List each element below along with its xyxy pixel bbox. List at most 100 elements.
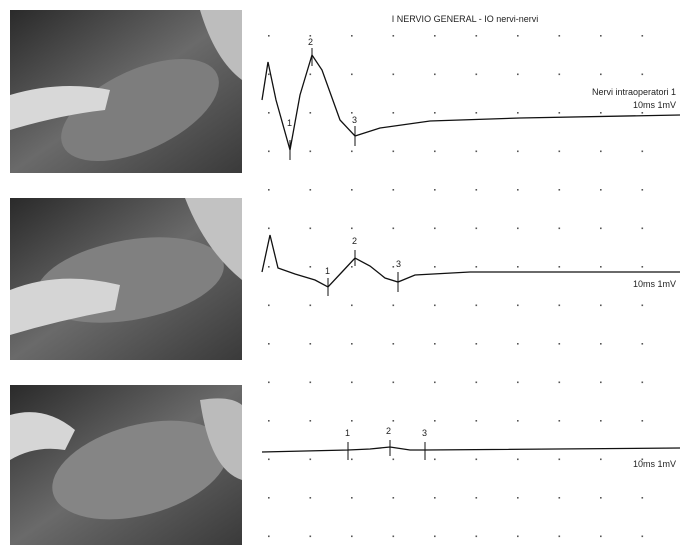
grid-dot <box>558 227 561 230</box>
grid-dot <box>517 535 519 538</box>
grid-dot <box>434 420 436 422</box>
trace-2: 1 2 3 10ms 1mV <box>261 234 680 296</box>
grid-dot <box>558 189 561 191</box>
grid-dot <box>351 381 353 384</box>
grid-dot <box>309 266 312 268</box>
grid-dot <box>600 304 602 307</box>
grid-dot <box>351 112 353 114</box>
grid-dot <box>392 227 395 230</box>
grid-dot <box>392 343 395 345</box>
grid-dot <box>517 381 519 384</box>
grid-dot <box>475 73 478 76</box>
grid-dot <box>558 420 561 422</box>
scale-label: 10ms 1mV <box>633 279 676 289</box>
grid-dot <box>268 35 270 37</box>
grid-dot <box>517 73 519 76</box>
grid-dot <box>475 458 478 461</box>
grid-dot <box>558 304 561 307</box>
grid-dot <box>558 458 561 461</box>
grid-dot <box>392 112 395 114</box>
grid-dot <box>475 343 478 345</box>
grid-dot <box>392 35 395 37</box>
grid-dot <box>309 458 312 461</box>
grid-dot <box>600 227 602 230</box>
grid-dot <box>351 189 353 191</box>
scale-label: 10ms 1mV <box>633 100 676 110</box>
marker-label: 2 <box>308 37 313 47</box>
grid-dot <box>392 266 395 268</box>
grid-dot <box>351 150 353 153</box>
grid-dot <box>517 150 519 153</box>
grid-dot <box>558 497 561 499</box>
grid-dot <box>434 150 436 153</box>
grid-dot <box>600 189 602 191</box>
grid-dot <box>475 227 478 230</box>
grid-dot <box>268 458 270 461</box>
marker-label: 3 <box>422 428 427 438</box>
grid-dot <box>641 266 644 268</box>
grid-dot <box>434 535 436 538</box>
marker-label: 1 <box>287 118 292 128</box>
photos <box>10 10 242 545</box>
grid-dot <box>641 458 644 461</box>
photo <box>10 10 242 173</box>
grid-dot <box>309 112 312 114</box>
grid-dot <box>641 497 644 499</box>
grid-dot <box>600 420 602 422</box>
grid-dot <box>434 497 436 499</box>
grid-dot <box>558 535 561 538</box>
grid-dot <box>600 266 602 268</box>
grid-dot <box>434 35 436 37</box>
trace-3: 1 2 3 10ms 1mV <box>261 426 680 469</box>
marker-label: 3 <box>352 115 357 125</box>
grid-dot <box>268 381 270 384</box>
grid-dot <box>434 381 436 384</box>
trace-label: Nervi intraoperatori 1 <box>592 87 676 97</box>
grid-dot <box>600 35 602 37</box>
marker-label: 2 <box>386 426 391 436</box>
grid-dot <box>434 227 436 230</box>
grid-dot <box>351 73 353 76</box>
grid-dot <box>434 266 436 268</box>
grid-dot <box>517 343 519 345</box>
grid-dot <box>268 227 270 230</box>
scale-label: 10ms 1mV <box>633 459 676 469</box>
grid-dot <box>351 227 353 230</box>
grid-dot <box>517 112 519 114</box>
grid-dot <box>600 535 602 538</box>
marker-label: 1 <box>325 266 330 276</box>
grid-dot <box>558 35 561 37</box>
grid-dot <box>392 189 395 191</box>
grid-dot <box>475 304 478 307</box>
marker-label: 3 <box>396 259 401 269</box>
photo <box>10 198 242 360</box>
grid-dot <box>641 420 644 422</box>
grid-dot <box>434 189 436 191</box>
grid-dot <box>600 381 602 384</box>
grid-dot <box>309 343 312 345</box>
grid-dot <box>641 343 644 345</box>
grid-dot <box>351 343 353 345</box>
grid-dot <box>351 266 353 268</box>
grid-dot <box>517 227 519 230</box>
grid-dot <box>392 150 395 153</box>
grid-dot <box>475 150 478 153</box>
grid-dot <box>517 304 519 307</box>
marker-label: 2 <box>352 236 357 246</box>
photo <box>10 385 242 545</box>
grid-dot <box>641 535 644 538</box>
title: I NERVIO GENERAL - IO nervi-nervi <box>392 14 539 24</box>
grid-dot <box>268 266 270 268</box>
grid-dot <box>600 497 602 499</box>
trace-1: 1 2 3 10ms 1mV <box>261 37 680 160</box>
grid-dot <box>600 343 602 345</box>
grid-dot <box>268 112 270 114</box>
grid-dot <box>641 35 644 37</box>
grid-dot <box>600 150 602 153</box>
dot-grid <box>268 35 644 538</box>
grid-dot <box>558 381 561 384</box>
grid-dot <box>558 150 561 153</box>
grid-dot <box>475 189 478 191</box>
grid-dot <box>475 535 478 538</box>
grid-dot <box>558 73 561 76</box>
